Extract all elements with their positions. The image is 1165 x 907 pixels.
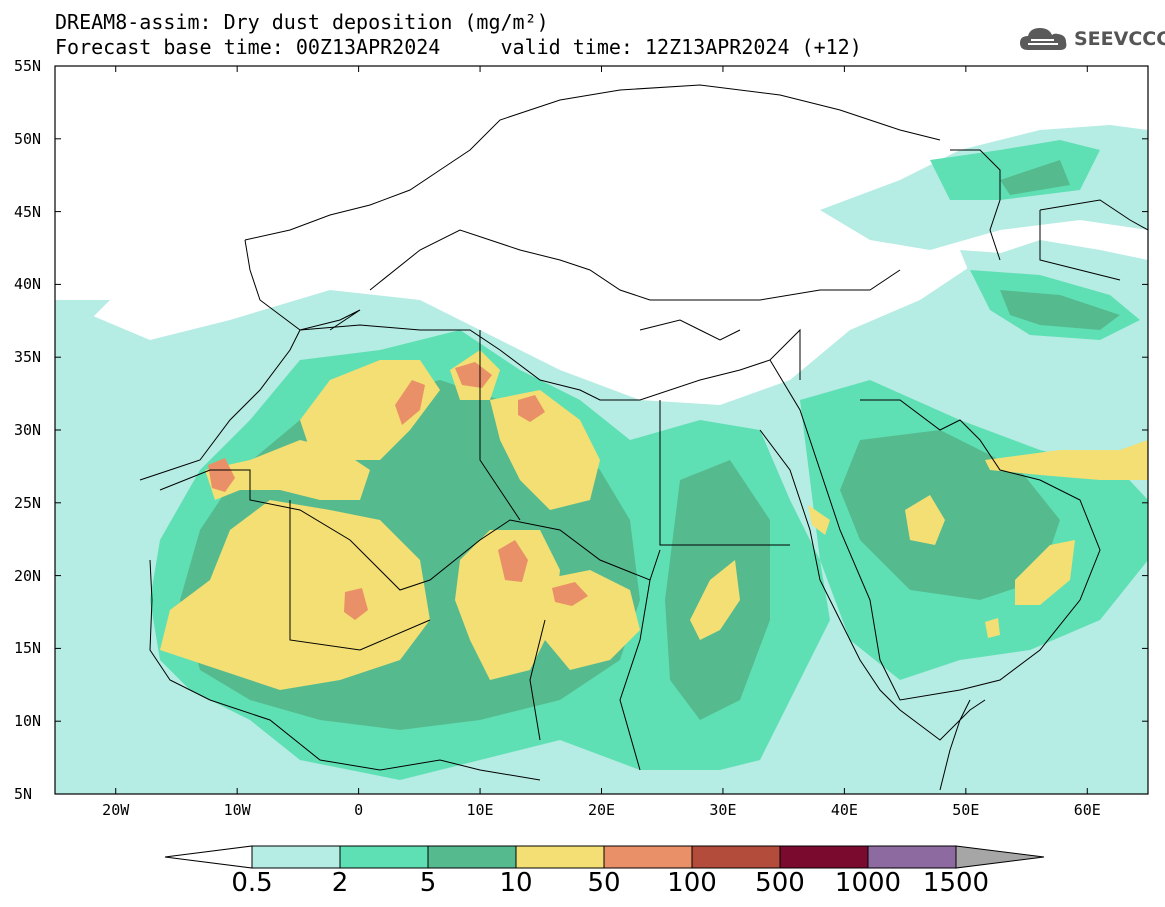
colorbar-swatch <box>339 845 429 869</box>
lat-tick-label: 25N <box>14 493 42 512</box>
lat-tick-label: 10N <box>14 712 42 731</box>
colorbar-swatch <box>515 845 605 869</box>
lon-tick-label: 20W <box>102 801 130 819</box>
colorbar-label: 500 <box>755 868 805 898</box>
colorbar-swatch <box>779 845 869 869</box>
lat-tick-label: 15N <box>14 639 42 658</box>
colorbar-swatch <box>955 845 1045 869</box>
lon-tick-label: 50E <box>952 801 980 819</box>
lon-tick-label: 10E <box>466 801 494 819</box>
colorbar-label: 5 <box>419 868 437 898</box>
lon-tick-label: 60E <box>1073 801 1101 819</box>
colorbar-label: 1000 <box>834 868 902 898</box>
colorbar-label: 1500 <box>922 868 990 898</box>
colorbar-label: 2 <box>331 868 349 898</box>
lat-tick-label: 40N <box>14 275 42 294</box>
colorbar-lower-extend <box>164 845 253 869</box>
lat-tick-label: 20N <box>14 566 42 585</box>
lon-tick-label: 40E <box>830 801 858 819</box>
field-level-50 <box>208 362 588 620</box>
logo-text: SEEVCCC <box>1074 28 1165 50</box>
map-subtitle: Forecast base time: 00Z13APR2024 valid t… <box>55 35 862 59</box>
lon-tick-label: 20E <box>587 801 616 819</box>
colorbar-swatch <box>691 845 781 869</box>
colorbar-swatch <box>251 845 341 869</box>
colorbar <box>164 845 1045 869</box>
colorbar-swatch <box>427 845 517 869</box>
lon-tick-label: 0 <box>354 801 364 819</box>
lon-tick-label: 10W <box>223 801 251 819</box>
lat-tick-label: 5N <box>14 785 33 803</box>
colorbar-label: 100 <box>667 868 717 898</box>
lat-tick-label: 30N <box>14 421 42 439</box>
dust-field <box>55 125 1148 794</box>
colorbar-label: 50 <box>587 868 621 898</box>
seevccc-logo: SEEVCCC <box>1018 24 1165 54</box>
lat-tick-label: 35N <box>14 348 42 367</box>
cloud-icon <box>1020 28 1067 50</box>
field-level-10 <box>160 350 1148 690</box>
map-title: DREAM8-assim: Dry dust deposition (mg/m²… <box>55 10 549 34</box>
lon-tick-label: 30E <box>709 801 737 819</box>
lat-tick-label: 45N <box>14 202 42 221</box>
colorbar-label: 10 <box>499 868 533 898</box>
coastlines <box>139 84 1148 791</box>
lat-tick-label: 55N <box>14 57 42 75</box>
lat-tick-label: 50N <box>14 129 42 148</box>
colorbar-swatch <box>603 845 693 869</box>
colorbar-swatch <box>867 845 957 869</box>
colorbar-label: 0.5 <box>231 868 273 898</box>
